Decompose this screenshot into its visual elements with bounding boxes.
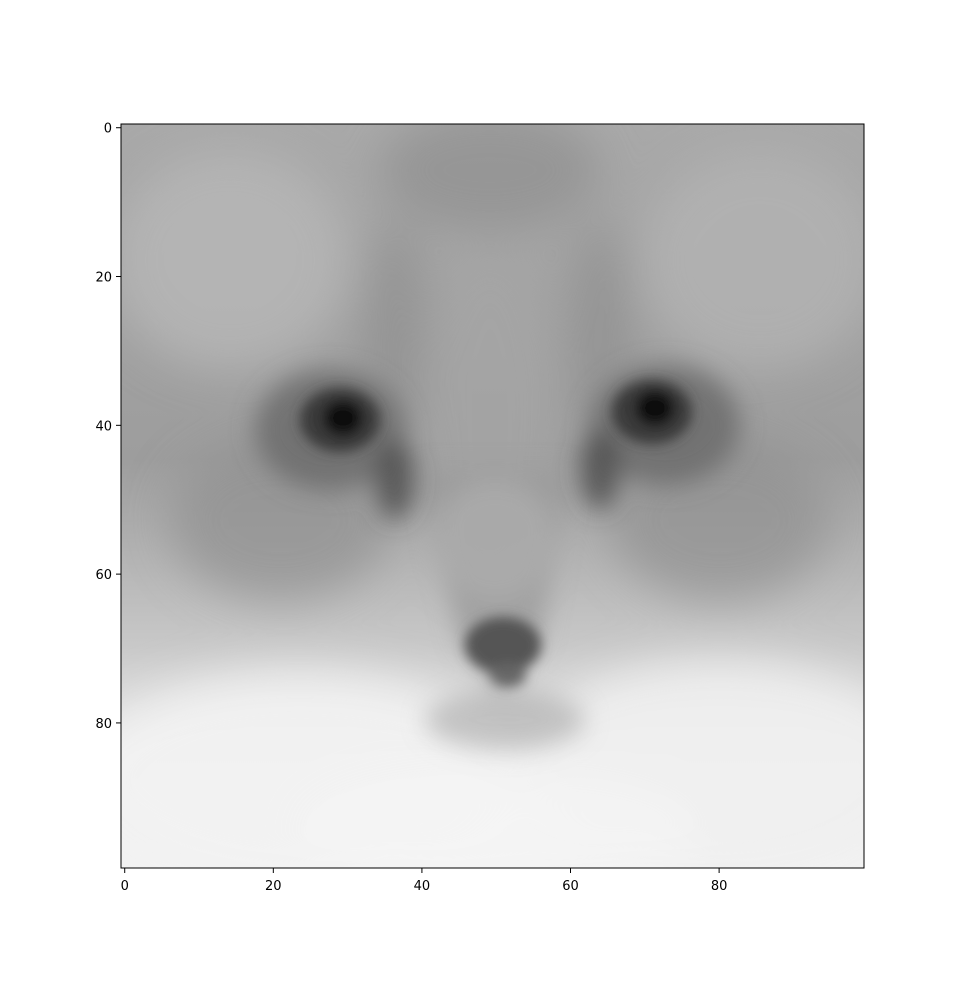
x-tick-label: 20 xyxy=(265,879,282,894)
x-tick-label: 40 xyxy=(414,879,431,894)
axes-frame xyxy=(120,123,865,869)
x-tick-label: 60 xyxy=(562,879,579,894)
x-tick-label: 0 xyxy=(121,879,129,894)
y-tick-label: 40 xyxy=(95,419,112,434)
y-tick-label: 80 xyxy=(95,717,112,732)
cat-face-image xyxy=(121,124,864,868)
y-tick-label: 60 xyxy=(95,568,112,583)
y-tick-label: 20 xyxy=(95,271,112,286)
x-axis: 0 20 40 60 80 xyxy=(121,868,728,894)
y-tick-label: 0 xyxy=(104,122,112,137)
y-axis: 0 20 40 60 80 xyxy=(95,122,121,732)
x-tick-label: 80 xyxy=(711,879,728,894)
